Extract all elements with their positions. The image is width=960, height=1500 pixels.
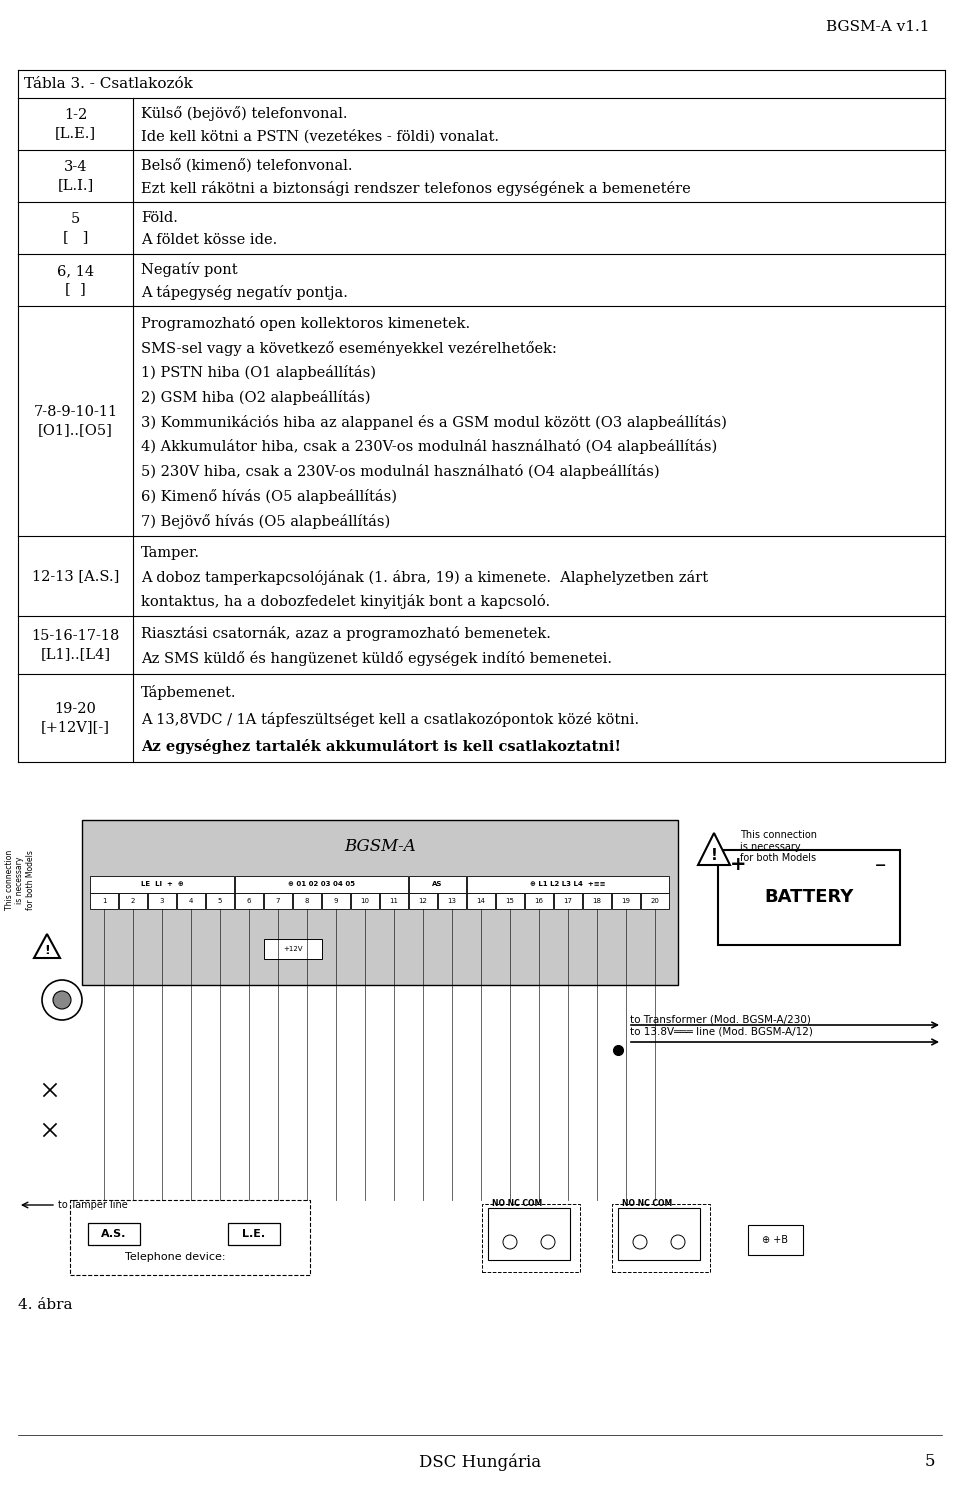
- Bar: [90, 892, 118, 909]
- Text: –: –: [875, 855, 886, 874]
- Text: kontaktus, ha a dobozfedelet kinyitják bont a kapcsoló.: kontaktus, ha a dobozfedelet kinyitják b…: [141, 594, 550, 609]
- Text: 6) Kimenő hívás (O5 alapbeállítás): 6) Kimenő hívás (O5 alapbeállítás): [141, 489, 397, 504]
- Text: 7) Bejövő hívás (O5 alapbeállítás): 7) Bejövő hívás (O5 alapbeállítás): [141, 513, 391, 528]
- Bar: [264, 892, 292, 909]
- Text: 9: 9: [334, 898, 338, 904]
- Text: 2: 2: [131, 898, 135, 904]
- Text: 2) GSM hiba (O2 alapbeállítás): 2) GSM hiba (O2 alapbeállítás): [141, 390, 371, 405]
- Bar: [748, 1226, 803, 1256]
- Text: 5: 5: [218, 898, 222, 904]
- Text: Negatív pont: Negatív pont: [141, 262, 238, 278]
- Text: 1: 1: [102, 898, 107, 904]
- Bar: [235, 892, 263, 909]
- Text: A.S.: A.S.: [102, 1228, 127, 1239]
- Text: This connection
is necessary
for both Models: This connection is necessary for both Mo…: [740, 830, 817, 862]
- Text: 3: 3: [159, 898, 164, 904]
- Text: Telephone device:: Telephone device:: [125, 1252, 226, 1262]
- Text: Ide kell kötni a PSTN (vezetékes - földi) vonalat.: Ide kell kötni a PSTN (vezetékes - földi…: [141, 129, 499, 144]
- Bar: [583, 892, 611, 909]
- Text: BGSM-A v1.1: BGSM-A v1.1: [827, 20, 930, 34]
- Text: +12V: +12V: [283, 946, 302, 952]
- Bar: [90, 876, 234, 892]
- Text: 6, 14
[  ]: 6, 14 [ ]: [57, 264, 94, 296]
- Circle shape: [53, 992, 71, 1010]
- Text: LE  LI  +  ⊕: LE LI + ⊕: [140, 882, 183, 888]
- Text: 16: 16: [535, 898, 543, 904]
- Text: 14: 14: [476, 898, 486, 904]
- Text: Tábla 3. - Csatlakozók: Tábla 3. - Csatlakozók: [24, 76, 193, 92]
- Text: AS: AS: [432, 882, 443, 888]
- Text: A 13,8VDC / 1A tápfeszültséget kell a csatlakozópontok közé kötni.: A 13,8VDC / 1A tápfeszültséget kell a cs…: [141, 712, 639, 728]
- Text: 20: 20: [651, 898, 660, 904]
- Text: Föld.: Föld.: [141, 211, 178, 225]
- Bar: [438, 892, 466, 909]
- Text: A földet kösse ide.: A földet kösse ide.: [141, 234, 277, 248]
- Text: 4: 4: [189, 898, 193, 904]
- Text: 11: 11: [390, 898, 398, 904]
- Text: !: !: [710, 849, 717, 864]
- Polygon shape: [698, 833, 730, 866]
- Text: 4. ábra: 4. ábra: [18, 1298, 73, 1312]
- Text: 17: 17: [564, 898, 572, 904]
- Text: This connection
is necessary
for both Models: This connection is necessary for both Mo…: [5, 850, 35, 910]
- Text: Ezt kell rákötni a biztonsági rendszer telefonos egységének a bemenetére: Ezt kell rákötni a biztonsági rendszer t…: [141, 182, 691, 196]
- Bar: [467, 876, 669, 892]
- Text: Tápbemenet.: Tápbemenet.: [141, 686, 236, 700]
- Text: ⊕ 01 02 03 04 05: ⊕ 01 02 03 04 05: [288, 882, 355, 888]
- Bar: [206, 892, 234, 909]
- Bar: [70, 1200, 310, 1275]
- Text: Riasztási csatornák, azaz a programozható bemenetek.: Riasztási csatornák, azaz a programozhat…: [141, 626, 551, 640]
- Text: 7-8-9-10-11
[O1]..[O5]: 7-8-9-10-11 [O1]..[O5]: [34, 405, 117, 436]
- Text: Az SMS küldő és hangüzenet küldő egységek indító bemenetei.: Az SMS küldő és hangüzenet küldő egysége…: [141, 651, 612, 666]
- Bar: [148, 892, 176, 909]
- Polygon shape: [34, 934, 60, 958]
- Bar: [612, 1204, 710, 1272]
- Text: to Tamper line: to Tamper line: [58, 1200, 128, 1210]
- Bar: [293, 892, 321, 909]
- Bar: [409, 892, 437, 909]
- Text: NO NC COM: NO NC COM: [492, 1198, 542, 1208]
- Text: 13: 13: [447, 898, 457, 904]
- Text: 3-4
[L.I.]: 3-4 [L.I.]: [58, 160, 94, 192]
- Text: 1) PSTN hiba (O1 alapbeállítás): 1) PSTN hiba (O1 alapbeállítás): [141, 366, 376, 381]
- Bar: [351, 892, 379, 909]
- Text: DSC Hungária: DSC Hungária: [419, 1454, 541, 1470]
- Bar: [82, 821, 678, 986]
- Bar: [488, 1208, 570, 1260]
- Bar: [467, 892, 495, 909]
- Bar: [554, 892, 582, 909]
- Text: 12-13 [A.S.]: 12-13 [A.S.]: [32, 568, 119, 584]
- Bar: [177, 892, 205, 909]
- Bar: [496, 892, 524, 909]
- Text: +: +: [730, 855, 746, 874]
- Text: SMS-sel vagy a következő eseményekkel vezérelhetőek:: SMS-sel vagy a következő eseményekkel ve…: [141, 340, 557, 356]
- Text: to Transformer (Mod. BGSM-A/230)
to 13.8V═══ line (Mod. BGSM-A/12): to Transformer (Mod. BGSM-A/230) to 13.8…: [630, 1016, 813, 1036]
- Text: Külső (bejövő) telefonvonal.: Külső (bejövő) telefonvonal.: [141, 106, 348, 122]
- Text: 19-20
[+12V][-]: 19-20 [+12V][-]: [41, 702, 110, 734]
- Bar: [525, 892, 553, 909]
- Bar: [482, 1204, 580, 1272]
- Text: 6: 6: [247, 898, 252, 904]
- Text: 15-16-17-18
[L1]..[L4]: 15-16-17-18 [L1]..[L4]: [32, 628, 120, 662]
- Text: Programozható open kollektoros kimenetek.: Programozható open kollektoros kimenetek…: [141, 316, 470, 332]
- Bar: [235, 876, 408, 892]
- Text: 5: 5: [924, 1454, 935, 1470]
- Bar: [228, 1222, 280, 1245]
- Bar: [409, 876, 466, 892]
- Bar: [380, 892, 408, 909]
- Bar: [264, 939, 322, 958]
- Text: 19: 19: [621, 898, 631, 904]
- Text: 5
[   ]: 5 [ ]: [62, 211, 88, 244]
- Text: 10: 10: [361, 898, 370, 904]
- Text: ⊕ +B: ⊕ +B: [762, 1234, 788, 1245]
- Text: Az egységhez tartalék akkumulátort is kell csatlakoztatni!: Az egységhez tartalék akkumulátort is ke…: [141, 738, 621, 753]
- Bar: [322, 892, 350, 909]
- Text: 5) 230V hiba, csak a 230V-os modulnál használható (O4 alapbeállítás): 5) 230V hiba, csak a 230V-os modulnál ha…: [141, 464, 660, 478]
- Text: NO NC COM: NO NC COM: [622, 1198, 672, 1208]
- Bar: [718, 850, 900, 945]
- Text: 1-2
[L.E.]: 1-2 [L.E.]: [55, 108, 96, 140]
- Text: 12: 12: [419, 898, 427, 904]
- Text: 3) Kommunikációs hiba az alappanel és a GSM modul között (O3 alapbeállítás): 3) Kommunikációs hiba az alappanel és a …: [141, 414, 727, 429]
- Text: BGSM-A: BGSM-A: [344, 839, 416, 855]
- Text: L.E.: L.E.: [243, 1228, 266, 1239]
